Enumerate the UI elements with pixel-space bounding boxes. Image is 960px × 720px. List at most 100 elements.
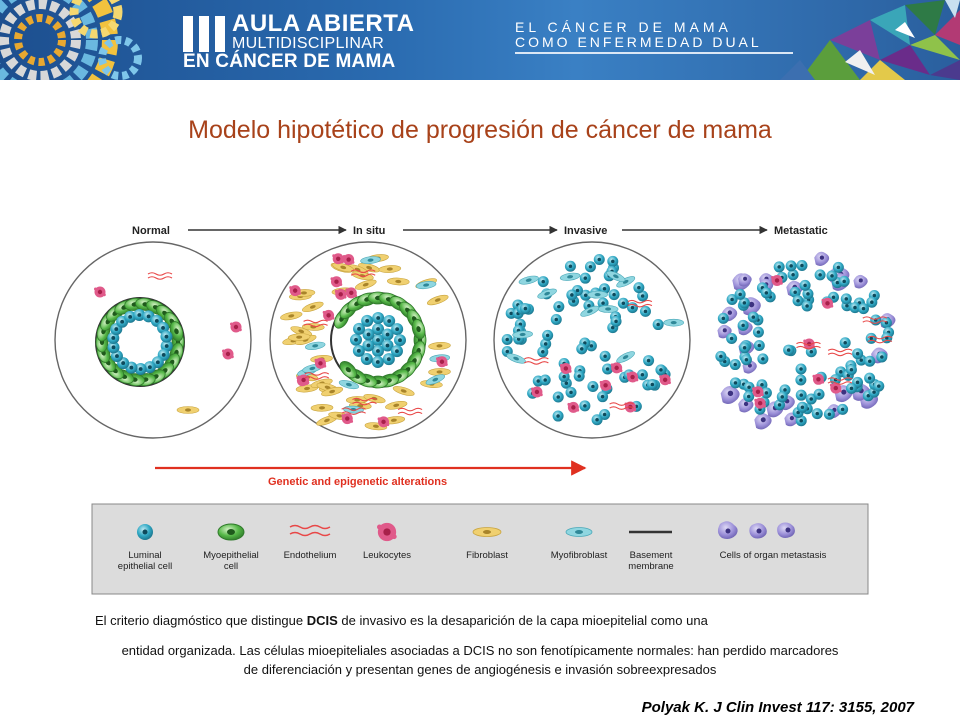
cell-nucleus bbox=[640, 372, 645, 377]
cell-nucleus bbox=[742, 301, 747, 305]
cell-nucleus bbox=[589, 344, 594, 348]
vessel-wall bbox=[827, 352, 853, 357]
myoepithelial-cell bbox=[169, 321, 184, 342]
cell-nucleus bbox=[567, 275, 574, 279]
banner-decoration bbox=[0, 0, 960, 80]
luminal-cell bbox=[381, 339, 394, 352]
luminal-cell bbox=[134, 362, 147, 375]
cell-nucleus bbox=[656, 322, 660, 327]
luminal-cell bbox=[873, 380, 885, 392]
luminal-cell bbox=[845, 364, 857, 376]
slide-title: Modelo hipotético de progresión de cánce… bbox=[188, 116, 772, 144]
logo-line-3: EN CÁNCER DE MAMA bbox=[183, 51, 396, 72]
luminal-cell bbox=[826, 270, 838, 282]
vessel-wall bbox=[147, 272, 173, 276]
luminal-cell bbox=[107, 341, 120, 354]
cell-nucleus bbox=[844, 297, 849, 301]
luminal-cell bbox=[783, 344, 795, 356]
fibroblast bbox=[290, 326, 313, 337]
luminal-cell bbox=[537, 346, 549, 358]
legend-label: Fibroblast bbox=[466, 550, 508, 561]
cell-nucleus bbox=[743, 401, 749, 407]
cell-nucleus bbox=[137, 313, 142, 317]
luminal-cell bbox=[372, 323, 385, 336]
myofibroblast bbox=[415, 281, 437, 290]
banner-subtitle-2: COMO ENFERMEDAD DUAL bbox=[515, 34, 762, 50]
cell-nucleus bbox=[557, 304, 561, 309]
cell-nucleus bbox=[154, 318, 159, 323]
cell-nucleus bbox=[809, 397, 813, 401]
cell-nucleus bbox=[129, 365, 134, 370]
logo-line-1: AULA ABIERTA bbox=[232, 10, 415, 37]
cell-nucleus bbox=[583, 404, 587, 408]
cell-nucleus bbox=[121, 361, 126, 366]
cell-nucleus bbox=[345, 367, 351, 373]
stage-normal-outline bbox=[54, 241, 252, 439]
luminal-cell bbox=[383, 315, 396, 328]
cell-nucleus bbox=[793, 290, 797, 295]
cell-nucleus bbox=[622, 355, 629, 360]
luminal-cell bbox=[584, 261, 596, 273]
cell-nucleus bbox=[366, 343, 371, 348]
cell-nucleus bbox=[376, 327, 380, 331]
stage-label-invasive: Invasive bbox=[564, 225, 607, 237]
vessel-wall bbox=[341, 411, 366, 415]
cell-nucleus bbox=[630, 305, 635, 310]
luminal-cell bbox=[350, 333, 363, 346]
luminal-cell bbox=[371, 355, 384, 368]
myofibroblast bbox=[663, 318, 685, 327]
fibroblast bbox=[310, 404, 334, 412]
luminal-cell bbox=[864, 355, 876, 367]
myofibroblast bbox=[597, 305, 619, 313]
cell-nucleus bbox=[799, 378, 803, 382]
cell-nucleus bbox=[545, 333, 550, 338]
cell-nucleus bbox=[543, 378, 547, 382]
cell-nucleus bbox=[742, 345, 747, 350]
cell-nucleus bbox=[791, 272, 795, 277]
cell-nucleus bbox=[111, 345, 116, 350]
cell-nucleus bbox=[872, 293, 877, 298]
cell-nucleus bbox=[809, 349, 814, 354]
cell-nucleus bbox=[670, 321, 677, 325]
luminal-cell bbox=[796, 401, 808, 413]
cell-nucleus bbox=[436, 370, 443, 374]
fibroblast bbox=[386, 277, 410, 286]
cell-nucleus bbox=[803, 283, 807, 288]
cell-nucleus bbox=[796, 299, 800, 303]
vessel-wall bbox=[350, 273, 376, 278]
luminal-cell bbox=[785, 260, 797, 272]
cell-nucleus bbox=[395, 327, 400, 332]
cell-nucleus bbox=[751, 315, 756, 319]
cell-nucleus bbox=[356, 348, 361, 353]
cell-nucleus bbox=[367, 258, 374, 262]
cell-nucleus bbox=[376, 316, 381, 320]
legend-label: cell bbox=[224, 561, 238, 572]
cell-nucleus bbox=[523, 306, 528, 311]
cell-nucleus bbox=[577, 374, 581, 378]
cell-nucleus bbox=[387, 319, 392, 323]
luminal-cell bbox=[573, 370, 585, 382]
progression-diagram: Normal In situ Invasive Metastatic Genet… bbox=[54, 225, 896, 595]
cell-nucleus bbox=[877, 384, 881, 388]
cell-nucleus bbox=[364, 357, 369, 361]
cell-nucleus bbox=[729, 336, 734, 341]
luminal-cell bbox=[565, 386, 577, 398]
stage-label-normal: Normal bbox=[132, 225, 170, 237]
cell-nucleus bbox=[866, 393, 871, 398]
luminal-cell-icon bbox=[137, 524, 153, 540]
cell-nucleus bbox=[602, 412, 607, 417]
cell-nucleus bbox=[416, 326, 421, 333]
legend-label: epithelial cell bbox=[118, 561, 172, 572]
vessel-wall bbox=[627, 303, 653, 308]
cell-nucleus bbox=[423, 283, 430, 287]
luminal-cell bbox=[752, 326, 764, 338]
cell-nucleus bbox=[806, 292, 810, 296]
luminal-cell bbox=[637, 290, 649, 302]
endothelium bbox=[397, 407, 423, 416]
cell-nucleus bbox=[583, 276, 588, 280]
cell-nucleus bbox=[733, 381, 738, 385]
cell-nucleus bbox=[569, 390, 573, 395]
luminal-cell bbox=[773, 261, 785, 273]
myofibroblast bbox=[305, 341, 326, 350]
cell-nucleus bbox=[174, 328, 179, 335]
